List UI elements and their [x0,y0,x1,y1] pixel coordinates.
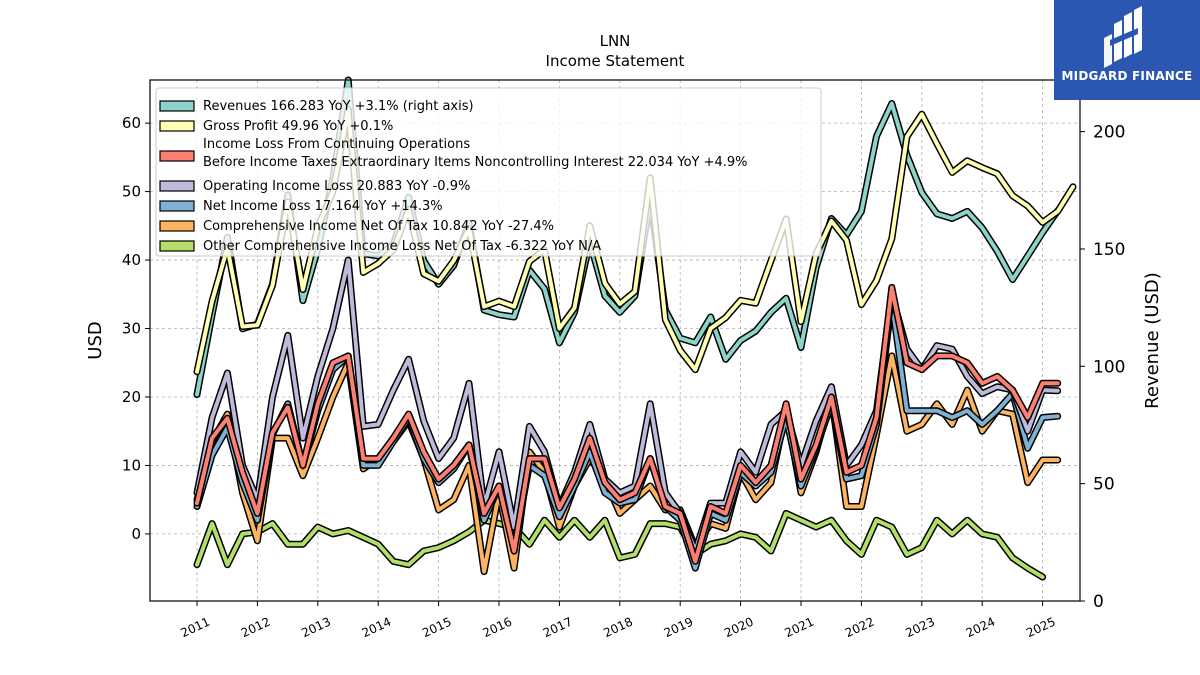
chart-subtitle: Income Statement [545,52,685,70]
x-tick-label: 2024 [964,615,998,641]
x-tick-label: 2018 [601,615,635,641]
legend-swatch [159,120,195,132]
y-tick-label: 0 [131,525,141,543]
x-tick-label: 2016 [481,615,515,641]
legend-swatch [159,150,195,162]
y2-axis-label: Revenue (USD) [1142,272,1163,409]
chart-title: LNN [599,32,631,50]
x-tick-label: 2022 [843,615,877,641]
y-tick-label: 10 [122,456,141,474]
series-lines [193,76,1077,581]
x-tick-label: 2013 [299,615,333,641]
plot-frame [149,79,1081,602]
y-tick-label: 30 [122,320,141,338]
legend-label: Before Income Taxes Extraordinary Items … [203,155,748,170]
legend-label: Revenues 166.283 YoY +3.1% (right axis) [203,99,474,114]
y-tick-label: 60 [122,114,141,132]
x-tick-label: 2019 [662,615,696,641]
y2-tick-label: 100 [1093,357,1125,377]
x-tick-label: 2021 [783,615,817,641]
y-tick-label: 50 [122,183,141,201]
y2-tick-label: 200 [1093,123,1125,143]
midgard-finance-logo: MIDGARD FINANCE [1054,0,1200,100]
x-tick-label: 2023 [903,615,937,641]
y-tick-label: 20 [122,388,141,406]
y2-tick-label: 150 [1093,240,1125,260]
y-axis-label: USD [85,321,106,359]
legend-label: Operating Income Loss 20.883 YoY -0.9% [203,179,470,194]
legend-label: Income Loss From Continuing Operations [203,137,470,152]
y-tick-label: 40 [122,251,141,269]
y2-tick-label: 50 [1093,475,1115,495]
legend-swatch [159,200,195,212]
x-tick-label: 2017 [541,615,575,641]
brand-name: MIDGARD FINANCE [1061,69,1193,83]
x-tick-label: 2015 [420,615,454,641]
legend-swatch [159,220,195,232]
x-tick-label: 2020 [722,615,756,641]
x-tick-label: 2012 [239,615,273,641]
series-line-operating-income-loss [195,258,1060,553]
series-line-comprehensive-income-net-of-tax [195,353,1060,574]
legend-label: Comprehensive Income Net Of Tax 10.842 Y… [203,219,554,234]
y2-tick-label: 0 [1093,592,1104,612]
legend-label: Gross Profit 49.96 YoY +0.1% [203,119,393,134]
series-line-other-comprehensive-income-loss-net-of-tax [195,511,1045,579]
x-tick-label: 2025 [1024,615,1058,641]
legend-label: Other Comprehensive Income Loss Net Of T… [203,239,601,254]
legend-swatch [159,240,195,252]
legend-box [155,87,822,257]
legend-swatch [159,180,195,192]
midgard-logo-icon [1104,6,1142,68]
legend-swatch [159,100,195,112]
x-tick-label: 2014 [360,615,394,641]
series-line-income-loss-from-continuing-operations-before-income-taxes-extraordinary-items-noncontrolling-interest [195,285,1060,564]
legend: Revenues 166.283 YoY +3.1% (right axis) G… [155,87,822,257]
x-tick-label: 2011 [179,615,213,641]
legend-label: Net Income Loss 17.164 YoY +14.3% [203,199,443,214]
